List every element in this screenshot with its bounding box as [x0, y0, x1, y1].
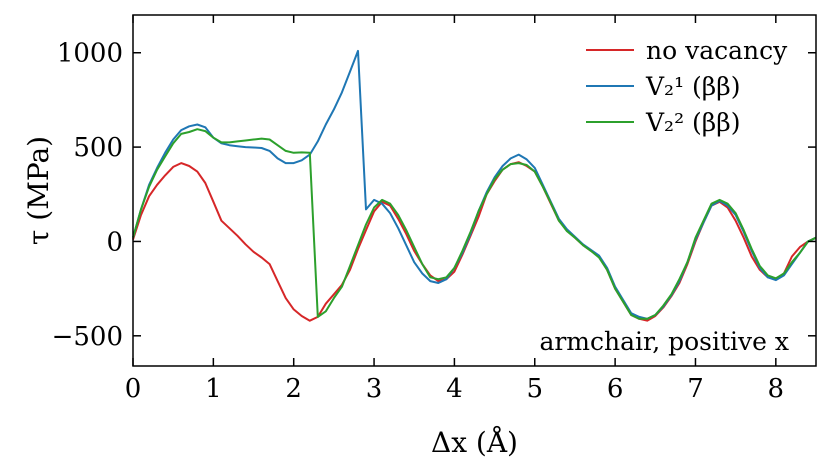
y-tick-label: 500	[73, 133, 123, 163]
y-tick-label: 1000	[57, 39, 123, 69]
y-axis-ticks: −500 0 500 1000	[52, 39, 816, 352]
x-tick-label: 6	[607, 374, 624, 404]
x-tick-label: 1	[205, 374, 222, 404]
x-tick-label: 5	[526, 374, 543, 404]
legend-label: V₂¹ (ββ)	[645, 72, 740, 101]
x-axis-ticks: 0 1 2 3 4 5 6 7 8	[125, 15, 784, 404]
x-axis-label: Δx (Å)	[431, 426, 518, 459]
y-tick-label: 0	[106, 227, 123, 257]
y-tick-label: −500	[52, 322, 123, 352]
y-axis-label: τ (MPa)	[22, 136, 55, 245]
legend-label: no vacancy	[646, 36, 788, 65]
chart-annotation: armchair, positive x	[539, 327, 789, 356]
legend-label: V₂² (ββ)	[645, 108, 740, 137]
series-line-1	[132, 161, 817, 322]
series-line-3	[132, 128, 817, 320]
series-lines	[132, 49, 817, 322]
x-tick-label: 8	[768, 374, 785, 404]
x-tick-label: 7	[687, 374, 704, 404]
x-tick-label: 4	[446, 374, 463, 404]
plot-frame	[132, 14, 817, 367]
legend: no vacancy V₂¹ (ββ) V₂² (ββ)	[586, 36, 788, 137]
x-tick-label: 2	[285, 374, 302, 404]
x-tick-label: 0	[125, 374, 142, 404]
x-tick-label: 3	[366, 374, 383, 404]
